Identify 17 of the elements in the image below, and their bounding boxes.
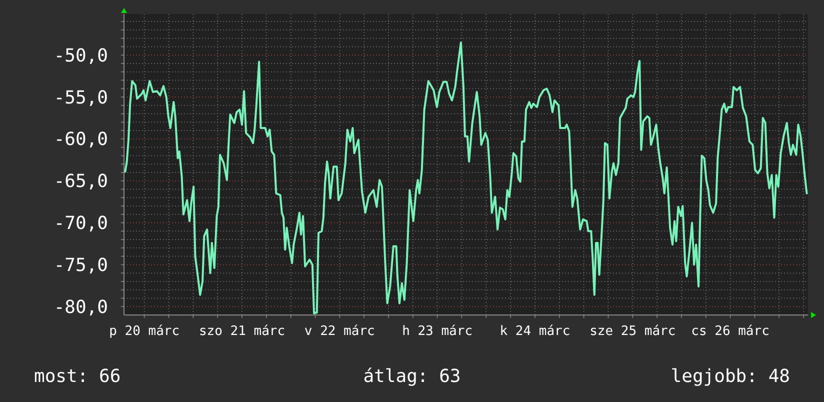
x-tick-label: h 23 márc xyxy=(402,324,473,339)
x-tick-label: p 20 márc xyxy=(109,324,180,339)
text: átlag: 63 xyxy=(363,366,461,387)
y-tick-label: -75,0 xyxy=(54,254,108,276)
y-tick-label: -55,0 xyxy=(54,87,108,108)
x-tick-label: szo 21 márc xyxy=(198,324,286,339)
y-tick-label: -60,0 xyxy=(54,129,108,150)
x-tick-label: k 24 márc xyxy=(500,324,570,339)
y-tick-label: -50,0 xyxy=(54,45,108,66)
text: most: 66 xyxy=(34,366,121,387)
y-tick-label: -65,0 xyxy=(54,171,108,192)
x-tick-label: v 22 márc xyxy=(304,324,375,339)
x-tick-label: cs 26 márc xyxy=(691,324,770,339)
y-tick-label: -70,0 xyxy=(54,213,108,234)
y-tick-label: -80,0 xyxy=(54,296,108,318)
text: legjobb: 48 xyxy=(670,366,790,387)
x-tick-label: sze 25 márc xyxy=(590,324,676,339)
